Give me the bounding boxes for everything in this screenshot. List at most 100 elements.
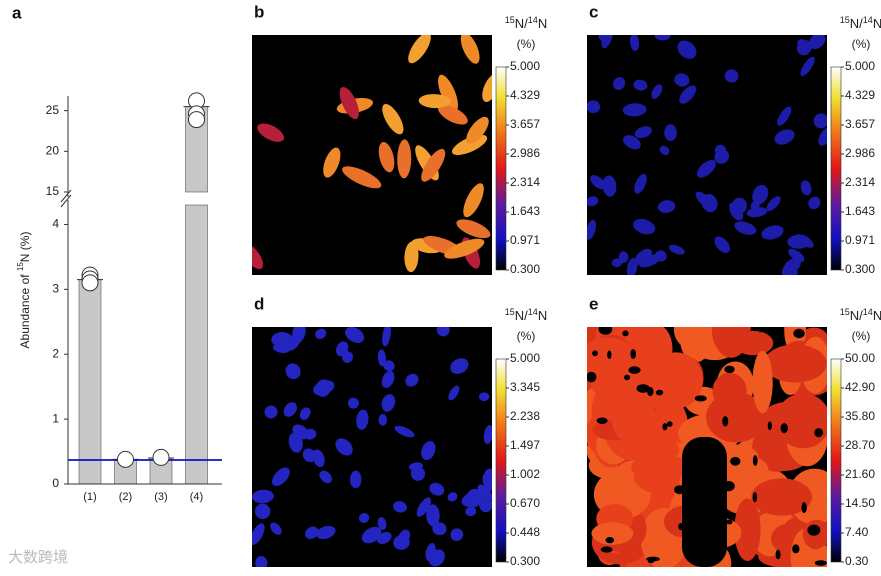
hole [647,386,654,397]
hole [655,389,664,396]
hole [666,421,673,427]
hole [674,485,686,495]
y-label-sup: 15 [16,262,25,271]
cell [451,134,488,156]
cell [601,35,614,49]
gap [682,437,727,567]
hole [757,327,765,333]
cell [378,414,388,426]
cell [813,113,827,129]
cell [376,531,392,544]
hole [700,542,707,550]
colorbar-title-part: N [873,16,881,31]
image [587,327,827,567]
data-point [188,111,205,129]
colorbar [495,66,507,271]
hole [647,559,655,564]
colorbar-title-part: 15 [840,15,850,25]
x-tick-label: (4) [190,491,203,503]
hole [678,522,685,531]
cell [349,470,362,489]
colorbar-tick-label: 28.70 [845,438,875,452]
cell [381,370,395,388]
region [712,372,747,410]
colorbar-title-part: 15 [505,15,515,25]
colorbar-tick-label: 2.986 [510,146,540,160]
bar [78,279,102,485]
cell [626,257,638,275]
colorbar-title-part: N [873,308,881,323]
colorbar-tick-label: 4.329 [845,88,875,102]
panel-label: a [12,3,22,22]
image-bg [587,35,827,275]
hole [607,350,612,360]
colorbar-tick-label: 0.300 [510,262,540,276]
cell [734,221,757,235]
hole [708,544,720,555]
y-tick-label: 25 [46,103,60,117]
colorbar [495,358,507,563]
colorbar-unit: (%) [852,37,871,51]
cell [377,517,387,530]
colorbar-tick-label: 0.300 [845,262,875,276]
region [587,337,637,382]
colorbar-title-part: N/ [850,16,863,31]
cell [587,100,601,114]
colorbar-tick-label: 1.497 [510,438,540,452]
cell [456,219,491,239]
hole [775,549,781,560]
cell [257,123,285,142]
hole [636,384,650,393]
bar-break [184,193,208,204]
hole [780,423,788,434]
cell [677,40,697,59]
hole [592,350,598,357]
colorbar [830,358,842,563]
cell [436,327,450,337]
y-tick-label: 2 [52,346,59,360]
cell [654,35,671,41]
cell [633,218,656,235]
image-bg [252,35,492,275]
cell [701,193,718,213]
cell [283,402,297,417]
cell [444,238,485,259]
colorbar-tick-label: 42.90 [845,380,875,394]
cell [761,225,784,240]
cell [634,126,652,139]
image [252,327,492,567]
y-tick-label: 0 [52,476,59,490]
cell [478,392,490,402]
cell [270,522,282,535]
data-point [152,448,170,466]
hole [724,365,735,374]
region [591,522,634,545]
cell [429,482,445,496]
cell [285,363,301,380]
cell [438,104,468,125]
image [587,35,827,275]
axis-break [60,189,72,203]
cell [358,512,370,524]
cell [416,497,431,517]
region [763,344,827,383]
cell [426,504,440,527]
region [734,498,761,561]
hole [767,421,772,431]
y-axis-label: Abundance of 15N (%) [16,232,32,349]
hole [600,546,613,553]
cell [393,501,407,513]
cell [587,219,597,240]
hole [598,327,613,335]
cell [312,449,325,468]
colorbar-tick-label: 1.643 [845,204,875,218]
image [252,35,492,275]
cell [465,506,477,517]
y-tick-label: 1 [52,411,59,425]
cell [335,438,353,456]
cell [659,145,670,156]
cell [288,432,303,453]
cell [255,556,268,567]
cell [394,425,415,438]
hole [605,536,615,544]
